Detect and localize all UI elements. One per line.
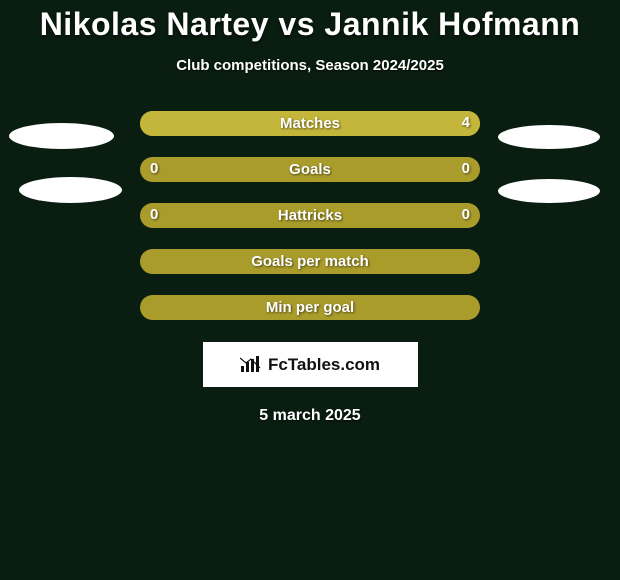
stat-label: Min per goal [266, 299, 354, 316]
stat-label: Matches [280, 115, 340, 132]
decorative-ellipse [9, 123, 114, 149]
stat-bar: Goals [140, 157, 480, 182]
decorative-ellipse [498, 179, 600, 203]
decorative-ellipse [19, 177, 122, 203]
stat-value-left: 0 [150, 160, 158, 177]
stat-value-right: 0 [462, 160, 470, 177]
stat-bar: Matches [140, 111, 480, 136]
stat-row: Goals per match [0, 240, 620, 286]
stat-row: Min per goal [0, 286, 620, 332]
page-title: Nikolas Nartey vs Jannik Hofmann [0, 6, 620, 43]
stat-value-right: 4 [462, 114, 470, 131]
stat-bar: Goals per match [140, 249, 480, 274]
stat-label: Goals per match [251, 253, 369, 270]
report-date: 5 march 2025 [0, 407, 620, 425]
stat-value-left: 0 [150, 206, 158, 223]
stat-label: Goals [289, 161, 331, 178]
decorative-ellipse [498, 125, 600, 149]
source-logo-text: FcTables.com [268, 355, 380, 375]
comparison-card: Nikolas Nartey vs Jannik Hofmann Club co… [0, 0, 620, 580]
stat-bar: Min per goal [140, 295, 480, 320]
stat-value-right: 0 [462, 206, 470, 223]
page-subtitle: Club competitions, Season 2024/2025 [0, 57, 620, 74]
stat-bar: Hattricks [140, 203, 480, 228]
stat-label: Hattricks [278, 207, 342, 224]
bar-chart-icon [240, 356, 262, 374]
source-logo[interactable]: FcTables.com [203, 342, 418, 387]
